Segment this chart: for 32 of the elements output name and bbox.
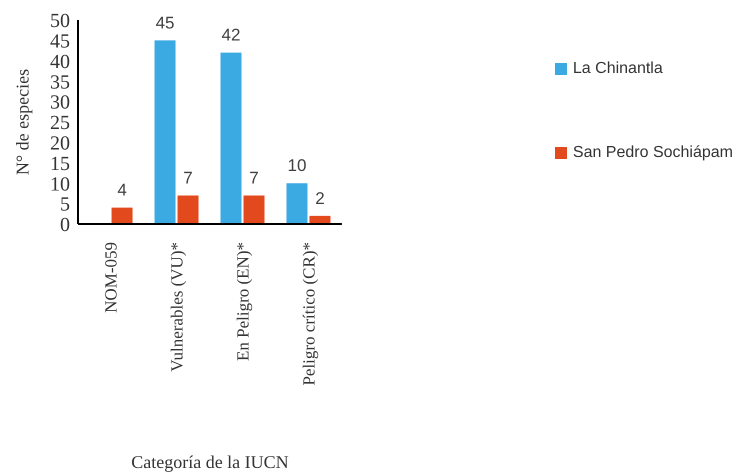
data-label: 7 — [249, 168, 259, 188]
y-tick-label: 45 — [50, 30, 70, 52]
bar — [220, 52, 242, 224]
bar — [112, 208, 133, 224]
y-tick-label: 0 — [60, 214, 70, 236]
x-axis-title: Categoría de la IUCN — [131, 452, 289, 472]
data-label: 7 — [183, 168, 193, 188]
x-tick-label: NOM-059 — [101, 242, 120, 313]
bar — [286, 183, 308, 224]
legend-label: San Pedro Sochiápam — [572, 144, 733, 162]
x-tick-label: En Peligro (EN)* — [233, 242, 252, 361]
bar — [178, 195, 199, 224]
y-tick-label: 50 — [50, 10, 70, 32]
bar — [244, 195, 264, 224]
y-tick-label: 30 — [50, 92, 70, 114]
y-tick-label: 35 — [50, 71, 70, 94]
bar — [154, 40, 176, 224]
data-label: 10 — [288, 156, 306, 176]
data-label: 42 — [222, 26, 240, 45]
y-tick-label: 10 — [50, 173, 70, 196]
y-tick-label: 25 — [50, 112, 70, 134]
legend-label: La Chinantla — [572, 60, 663, 78]
x-tick-label: Vulnerables (VU)* — [167, 242, 186, 372]
data-label: 4 — [117, 180, 127, 200]
y-tick-label: 20 — [50, 132, 70, 154]
y-tick-label: 5 — [60, 194, 70, 216]
data-label: 45 — [156, 13, 174, 32]
y-tick-label: 15 — [50, 152, 70, 175]
y-tick-label: 40 — [50, 50, 70, 73]
data-label: 2 — [315, 188, 325, 208]
x-tick-label: Peligro crítico (CR)* — [299, 242, 318, 386]
y-axis-title: N° de especies — [12, 68, 32, 176]
